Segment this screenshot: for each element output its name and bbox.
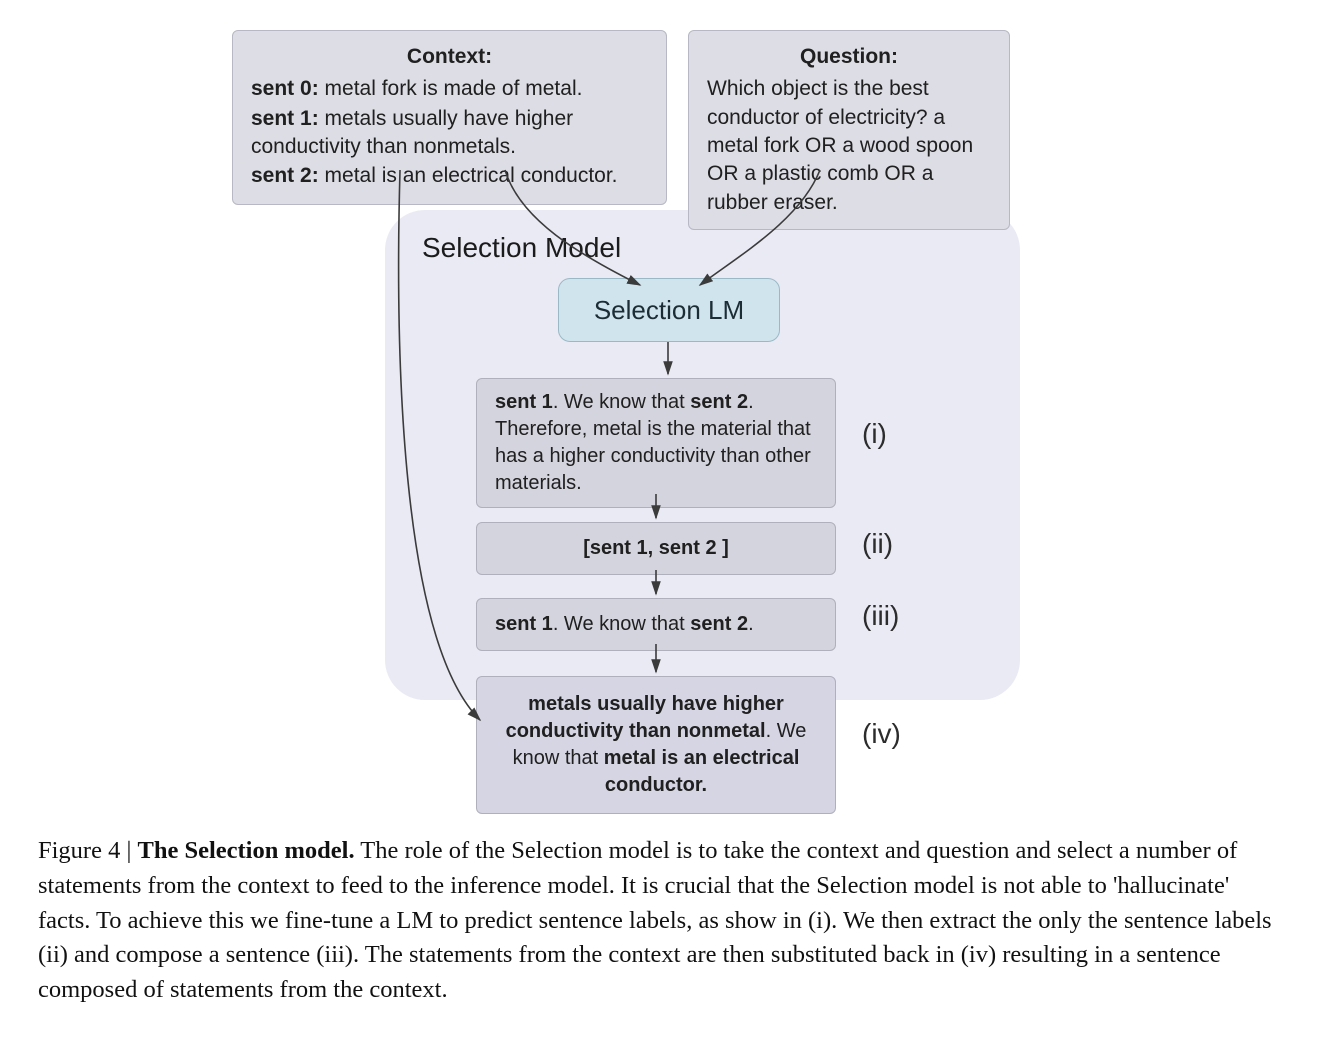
selection-model-title: Selection Model bbox=[422, 232, 621, 264]
step-i-box: sent 1. We know that sent 2. Therefore, … bbox=[476, 378, 836, 508]
caption-title: The Selection model. bbox=[138, 837, 355, 864]
step-text-bold: sent 2 bbox=[690, 391, 748, 413]
step-iii-box: sent 1. We know that sent 2. bbox=[476, 598, 836, 651]
context-sent-0: sent 0: metal fork is made of metal. bbox=[251, 75, 648, 103]
step-iv-box: metals usually have higher conductivity … bbox=[476, 676, 836, 814]
caption-label: Figure 4 | bbox=[38, 837, 138, 864]
step-text-bold: metal is an electrical conductor. bbox=[604, 747, 800, 796]
sent-label: sent 1: bbox=[251, 107, 319, 130]
sent-label: sent 2: bbox=[251, 164, 319, 187]
step-text-bold: sent 2 bbox=[690, 613, 748, 635]
step-text-bold: metals usually have higher conductivity … bbox=[506, 693, 784, 742]
sent-text: metal fork is made of metal. bbox=[319, 77, 583, 100]
roman-ii: (ii) bbox=[862, 528, 893, 560]
step-ii-box: [sent 1, sent 2 ] bbox=[476, 522, 836, 575]
sent-label: sent 0: bbox=[251, 77, 319, 100]
context-box: Context: sent 0: metal fork is made of m… bbox=[232, 30, 667, 205]
selection-lm-label: Selection LM bbox=[594, 295, 744, 326]
figure-canvas: Selection Model Context: sent 0: metal f… bbox=[0, 0, 1318, 1056]
roman-iv: (iv) bbox=[862, 718, 901, 750]
context-sent-2: sent 2: metal is an electrical conductor… bbox=[251, 162, 648, 190]
selection-lm-box: Selection LM bbox=[558, 278, 780, 342]
question-box: Question: Which object is the best condu… bbox=[688, 30, 1010, 230]
sent-text: metal is an electrical conductor. bbox=[319, 164, 618, 187]
context-header: Context: bbox=[251, 43, 648, 71]
step-text: . bbox=[748, 613, 754, 635]
question-header: Question: bbox=[707, 43, 991, 71]
roman-i: (i) bbox=[862, 418, 887, 450]
question-text: Which object is the best conductor of el… bbox=[707, 77, 973, 213]
step-text: . We know that bbox=[553, 391, 690, 413]
context-sent-1: sent 1: metals usually have higher condu… bbox=[251, 105, 648, 162]
step-text-bold: [sent 1, sent 2 ] bbox=[583, 537, 729, 559]
roman-iii: (iii) bbox=[862, 600, 899, 632]
figure-caption: Figure 4 | The Selection model. The role… bbox=[38, 834, 1280, 1008]
step-text-bold: sent 1 bbox=[495, 391, 553, 413]
step-text-bold: sent 1 bbox=[495, 613, 553, 635]
step-text: . We know that bbox=[553, 613, 690, 635]
